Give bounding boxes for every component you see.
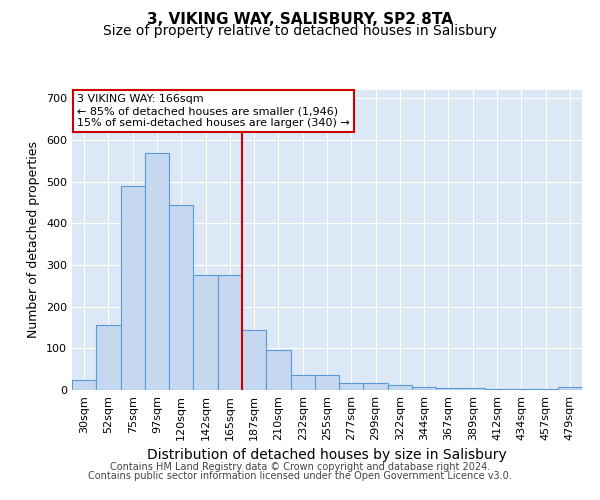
Bar bbox=[364, 382, 388, 390]
Bar bbox=[339, 382, 364, 390]
Bar bbox=[193, 276, 218, 390]
Bar bbox=[436, 388, 461, 390]
Bar bbox=[218, 276, 242, 390]
Text: 3, VIKING WAY, SALISBURY, SP2 8TA: 3, VIKING WAY, SALISBURY, SP2 8TA bbox=[147, 12, 453, 28]
Bar bbox=[315, 376, 339, 390]
Text: Contains HM Land Registry data © Crown copyright and database right 2024.: Contains HM Land Registry data © Crown c… bbox=[110, 462, 490, 472]
Bar bbox=[121, 186, 145, 390]
Bar bbox=[388, 386, 412, 390]
Text: 3 VIKING WAY: 166sqm
← 85% of detached houses are smaller (1,946)
15% of semi-de: 3 VIKING WAY: 166sqm ← 85% of detached h… bbox=[77, 94, 350, 128]
Bar bbox=[72, 380, 96, 390]
Bar bbox=[242, 330, 266, 390]
Bar bbox=[558, 386, 582, 390]
Bar bbox=[509, 389, 533, 390]
Bar bbox=[169, 204, 193, 390]
Bar bbox=[412, 386, 436, 390]
Bar bbox=[266, 350, 290, 390]
Bar bbox=[461, 388, 485, 390]
X-axis label: Distribution of detached houses by size in Salisbury: Distribution of detached houses by size … bbox=[147, 448, 507, 462]
Bar bbox=[290, 376, 315, 390]
Bar bbox=[145, 152, 169, 390]
Text: Size of property relative to detached houses in Salisbury: Size of property relative to detached ho… bbox=[103, 24, 497, 38]
Bar bbox=[96, 326, 121, 390]
Bar bbox=[533, 389, 558, 390]
Y-axis label: Number of detached properties: Number of detached properties bbox=[28, 142, 40, 338]
Text: Contains public sector information licensed under the Open Government Licence v3: Contains public sector information licen… bbox=[88, 471, 512, 481]
Bar bbox=[485, 389, 509, 390]
